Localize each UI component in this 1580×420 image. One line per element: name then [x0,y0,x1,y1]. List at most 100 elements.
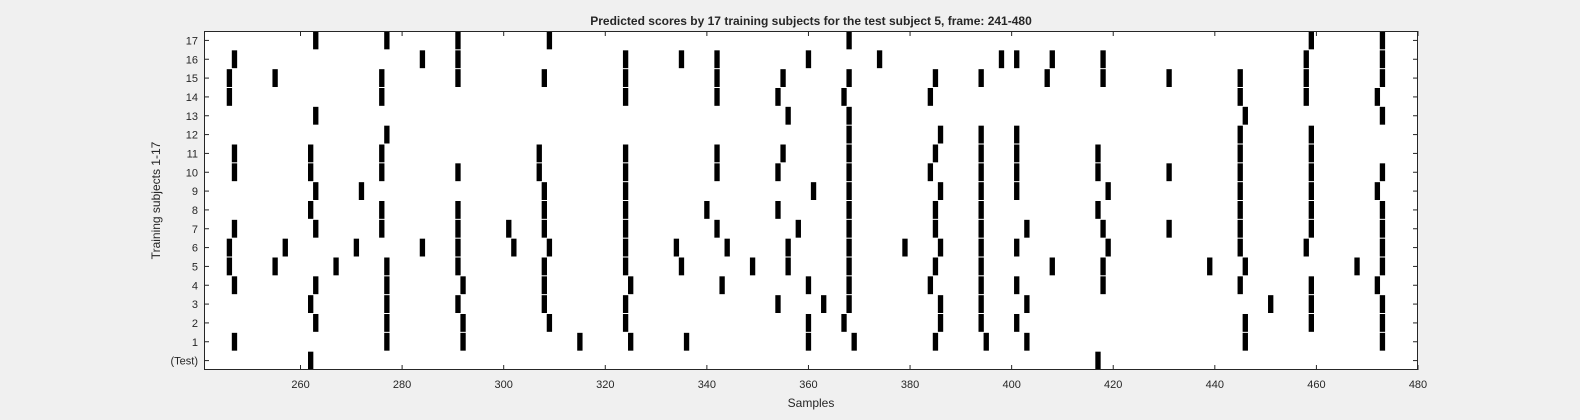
y-tick-label: (Test) [171,356,199,368]
x-tick-label: 280 [393,379,411,391]
raster-mark [622,238,629,257]
raster-mark [1100,276,1106,295]
x-axis-label: Samples [788,396,835,410]
raster-mark [536,144,542,163]
raster-mark [506,219,512,238]
raster-mark [998,50,1005,69]
raster-mark [384,276,390,295]
raster-mark [1308,182,1314,200]
raster-mark [846,257,852,276]
raster-mark [775,88,781,106]
y-tick-label: 8 [192,205,198,217]
raster-mark [678,257,685,276]
y-tick-label: 7 [192,224,198,236]
raster-mark [419,50,426,69]
raster-mark [846,295,852,313]
raster-mark [455,31,461,50]
raster-mark [379,144,385,163]
raster-mark [622,257,629,276]
x-tick-label: 340 [698,379,716,391]
raster-mark [1303,88,1309,106]
raster-mark [846,182,852,200]
raster-mark [1379,332,1386,351]
x-tick-label: 460 [1307,379,1325,391]
raster-mark [313,31,319,50]
raster-mark [978,163,984,182]
raster-mark [902,238,908,257]
raster-mark [978,182,984,200]
raster-mark [1242,332,1248,351]
raster-mark [1374,182,1381,200]
raster-mark [455,238,461,257]
raster-mark [622,69,629,87]
y-tick-label: 15 [186,73,198,85]
raster-mark [546,238,553,257]
raster-mark [1024,219,1030,238]
raster-mark [1242,257,1248,276]
raster-mark [1100,219,1106,238]
raster-mark [846,201,852,219]
raster-mark [231,144,238,163]
raster-mark [1379,314,1386,332]
raster-mark [379,163,385,182]
x-tick-label: 400 [1002,379,1020,391]
raster-mark [1308,201,1314,219]
raster-mark [1308,163,1314,182]
y-tick-label: 11 [187,148,198,160]
raster-mark [455,257,461,276]
raster-mark [780,69,786,87]
raster-mark [749,257,756,276]
raster-mark [622,314,629,332]
raster-mark [1166,69,1172,87]
raster-mark [541,69,547,87]
raster-mark [1100,69,1106,87]
raster-mark [536,163,542,182]
raster-mark [546,31,553,50]
raster-mark [978,219,984,238]
raster-mark [1379,31,1386,50]
raster-mark [1014,125,1020,144]
raster-mark [714,144,720,163]
raster-mark [541,219,547,238]
raster-mark [546,314,553,332]
raster-mark [932,332,939,351]
y-axis: 17 16 15 14 13 12 11 10 9 8 7 6 5 4 3 2 1 (Test) [171,35,1418,368]
raster-mark [927,163,934,182]
y-tick-label: 14 [186,92,198,104]
raster-mark [932,144,939,163]
raster-mark [775,201,781,219]
raster-mark [308,351,314,370]
raster-mark [1308,125,1314,144]
raster-mark [978,238,984,257]
raster-mark [460,332,466,351]
raster-mark [714,69,720,87]
y-tick-label: 6 [192,243,198,255]
raster-mark [1379,106,1386,125]
raster-mark [978,295,984,313]
y-tick-label: 10 [186,167,198,179]
raster-mark [308,163,314,182]
raster-mark [1095,351,1101,370]
raster-mark [780,144,786,163]
raster-mark [1379,238,1386,257]
raster-mark [775,163,781,182]
raster-mark [714,163,720,182]
chart-title: Predicted scores by 17 training subjects… [590,14,1032,28]
raster-mark [846,276,852,295]
raster-mark [785,257,791,276]
raster-mark [1014,163,1020,182]
x-tick-label: 480 [1409,379,1427,391]
raster-mark [846,144,852,163]
raster-mark [978,125,984,144]
raster-mark [460,314,466,332]
raster-mark [313,182,319,200]
raster-mark [805,50,812,69]
raster-mark [1014,50,1020,69]
y-tick-label: 13 [186,111,198,123]
raster-mark [846,69,852,87]
raster-mark [810,182,817,200]
raster-mark [379,219,385,238]
raster-mark [978,69,984,87]
raster-mark [379,88,385,106]
